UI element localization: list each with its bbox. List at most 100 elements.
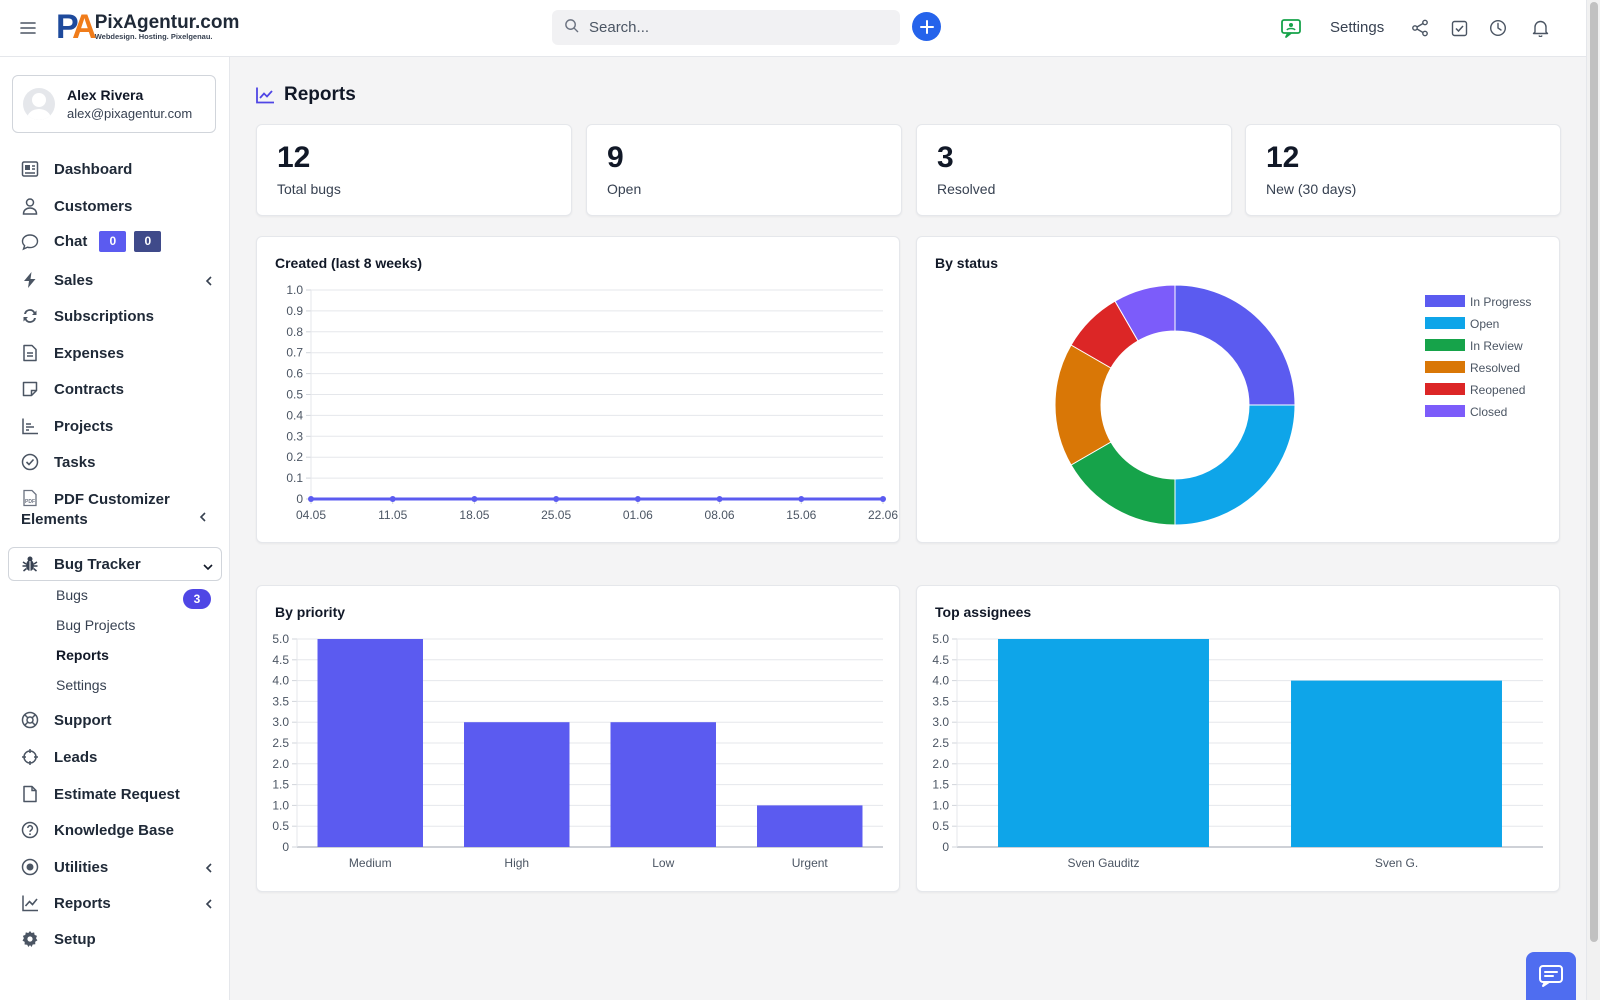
sidebar-item-customers[interactable]: Customers xyxy=(20,196,220,216)
sidebar-item-estimate-request[interactable]: Estimate Request xyxy=(20,784,220,804)
settings-link[interactable]: Settings xyxy=(1330,19,1385,36)
sub-item-reports[interactable]: Reports xyxy=(56,647,109,663)
y-tick-label: 1.5 xyxy=(272,778,289,792)
stat-card-total-bugs: 12 Total bugs xyxy=(256,124,572,216)
support-chat-icon[interactable] xyxy=(1280,17,1302,39)
sidebar-item-pdf-customizer[interactable]: PDF xyxy=(20,488,220,508)
sidebar-item-tasks[interactable]: Tasks xyxy=(20,452,220,472)
data-point xyxy=(716,496,723,502)
x-tick-label: Sven G. xyxy=(1375,856,1418,870)
donut-slice xyxy=(1114,284,1176,342)
add-new-button[interactable] xyxy=(912,12,941,41)
app-logo[interactable]: PA PixAgentur.com Webdesign. Hosting. Pi… xyxy=(56,10,239,44)
legend-swatch xyxy=(1425,317,1465,329)
stat-label: New (30 days) xyxy=(1266,181,1357,197)
y-tick-label: 0.9 xyxy=(286,304,303,318)
sidebar-item-setup[interactable]: Setup xyxy=(20,929,220,949)
y-tick-label: 2.5 xyxy=(272,736,289,750)
y-tick-label: 0.5 xyxy=(272,819,289,833)
stat-label: Open xyxy=(607,181,642,197)
chevron-down-icon[interactable] xyxy=(202,559,214,576)
chevron-left-icon[interactable] xyxy=(204,274,214,291)
bar xyxy=(998,639,1209,847)
chat-widget-button[interactable] xyxy=(1526,952,1576,1000)
sidebar-item-subscriptions[interactable]: Subscriptions xyxy=(20,306,220,326)
legend-label: In Review xyxy=(1470,339,1523,353)
y-tick-label: 3.0 xyxy=(932,715,949,729)
checkbox-icon[interactable] xyxy=(1448,17,1470,39)
y-tick-label: 1.0 xyxy=(286,283,303,297)
y-tick-label: 0.8 xyxy=(286,325,303,339)
y-tick-label: 0 xyxy=(282,840,289,854)
sidebar-item-bug-tracker[interactable]: Bug Tracker xyxy=(20,554,220,574)
y-tick-label: 0.3 xyxy=(286,429,303,443)
sub-item-bug-projects[interactable]: Bug Projects xyxy=(56,617,136,633)
x-tick-label: 08.06 xyxy=(705,508,735,522)
data-point xyxy=(389,496,396,502)
pdf-icon: PDF xyxy=(20,488,40,508)
user-card[interactable]: Alex Rivera alex@pixagentur.com xyxy=(12,75,216,133)
user-email: alex@pixagentur.com xyxy=(67,106,193,121)
user-name: Alex Rivera xyxy=(67,87,144,103)
sidebar-item-leads[interactable]: Leads xyxy=(20,747,220,767)
bell-icon[interactable] xyxy=(1529,17,1551,39)
y-tick-label: 0.5 xyxy=(286,388,303,402)
x-tick-label: Urgent xyxy=(792,856,829,870)
x-tick-label: 15.06 xyxy=(786,508,816,522)
sidebar-item-bug-tracker-active[interactable] xyxy=(8,547,222,581)
y-tick-label: 1.0 xyxy=(932,798,949,812)
y-tick-label: 1.0 xyxy=(272,798,289,812)
panel-by-priority: By priority 0 0.5 1.0 1.5 2.0 2.5 3.0 3.5 4.0 4.5… xyxy=(256,585,900,892)
y-tick-label: 5.0 xyxy=(272,632,289,646)
panel-title: By priority xyxy=(275,604,346,620)
sidebar-item-utilities[interactable]: Utilities xyxy=(20,857,220,877)
gear-icon xyxy=(20,929,40,949)
line-chart-icon xyxy=(20,893,40,913)
sidebar-item-pdf-label[interactable]: PDF Customizer Elements xyxy=(21,491,170,528)
chat-badge-total: 0 xyxy=(134,231,162,252)
panel-title: Top assignees xyxy=(935,604,1032,620)
x-tick-label: Medium xyxy=(349,856,392,870)
sidebar-item-reports[interactable]: Reports xyxy=(20,893,220,913)
share-icon[interactable] xyxy=(1409,17,1431,39)
search-input[interactable] xyxy=(589,19,879,36)
line-chart-icon xyxy=(256,87,274,104)
x-tick-label: 18.05 xyxy=(459,508,489,522)
sidebar-item-dashboard[interactable]: Dashboard xyxy=(20,159,220,179)
sidebar-item-chat[interactable]: Chat 0 0 xyxy=(20,231,220,252)
y-tick-label: 4.5 xyxy=(272,653,289,667)
refresh-icon xyxy=(20,306,40,326)
page-scrollbar[interactable] xyxy=(1586,0,1600,1000)
bar xyxy=(317,639,423,847)
avatar xyxy=(23,88,55,120)
chevron-left-icon[interactable] xyxy=(204,861,214,878)
x-tick-label: 25.05 xyxy=(541,508,571,522)
menu-icon[interactable] xyxy=(18,18,38,38)
sidebar-item-knowledge-base[interactable]: Knowledge Base xyxy=(20,820,220,840)
bug-icon xyxy=(20,554,40,574)
y-tick-label: 3.5 xyxy=(272,694,289,708)
chevron-left-icon[interactable] xyxy=(204,897,214,914)
sub-item-settings[interactable]: Settings xyxy=(56,677,107,693)
y-tick-label: 4.0 xyxy=(272,674,289,688)
panel-title: By status xyxy=(935,255,999,271)
sidebar-item-projects[interactable]: Projects xyxy=(20,416,220,436)
chat-icon xyxy=(1539,965,1563,987)
clock-icon[interactable] xyxy=(1487,17,1509,39)
sidebar-item-sales[interactable]: Sales xyxy=(20,270,220,290)
sidebar-item-support[interactable]: Support xyxy=(20,710,220,730)
x-tick-label: 11.05 xyxy=(378,508,407,522)
chat-bubble-icon xyxy=(20,232,40,252)
panel-created-last-8-weeks: Created (last 8 weeks) 0 0.1 0.2 0.3 0.4 0.5 0… xyxy=(256,236,900,543)
legend-swatch xyxy=(1425,339,1465,351)
donut-slice xyxy=(1174,284,1296,406)
sidebar-item-expenses[interactable]: Expenses xyxy=(20,343,220,363)
x-tick-label: 04.05 xyxy=(296,508,326,522)
sub-item-bugs[interactable]: Bugs xyxy=(56,587,88,603)
check-circle-icon xyxy=(20,452,40,472)
bar-chart: 0 0.5 1.0 1.5 2.0 2.5 3.0 3.5 4.0 4.5 5.0 Sven Gaud… xyxy=(932,632,1543,870)
logo-name: PixAgentur.com xyxy=(94,12,240,34)
chevron-left-icon[interactable] xyxy=(198,510,208,528)
sidebar-item-contracts[interactable]: Contracts xyxy=(20,379,220,399)
stat-card-open: 9 Open xyxy=(586,124,902,216)
